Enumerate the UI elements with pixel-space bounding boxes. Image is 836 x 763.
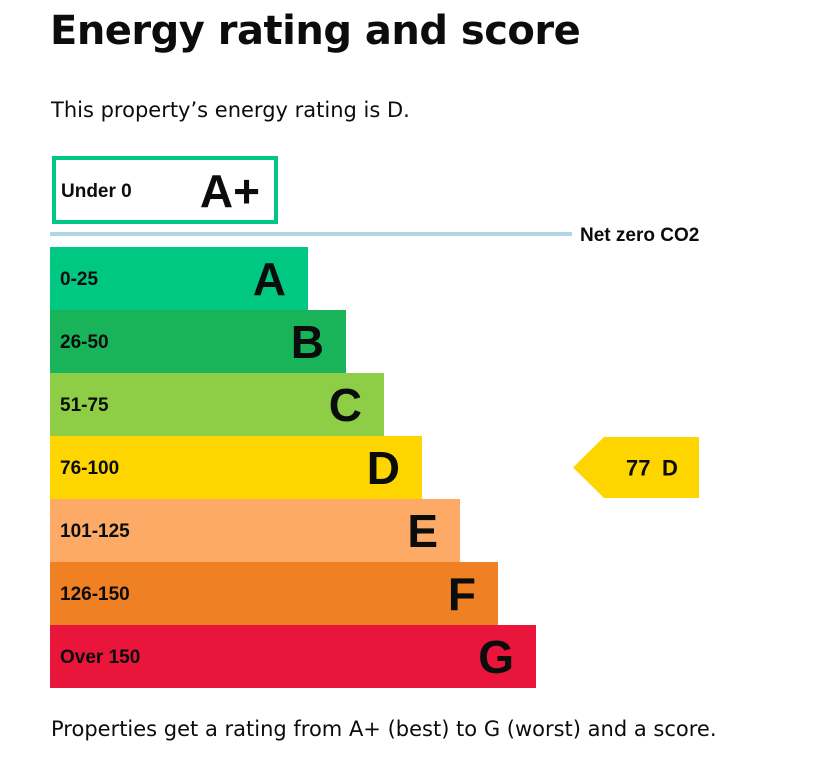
band-f-bar	[50, 562, 498, 625]
band-g-bar	[50, 625, 536, 688]
band-a-range: 0-25	[60, 269, 98, 290]
band-e-bar	[50, 499, 460, 562]
band-g-range: Over 150	[60, 647, 140, 668]
rating-summary-text: This property’s energy rating is D.	[51, 98, 410, 122]
current-rating-marker	[573, 437, 699, 498]
band-f-letter: F	[448, 568, 476, 620]
band-a-bar	[50, 247, 308, 310]
band-b-letter: B	[291, 316, 324, 368]
band-c-letter: C	[329, 379, 362, 431]
band-b-range: 26-50	[60, 332, 109, 353]
band-d-range: 76-100	[60, 458, 119, 479]
band-a-letter: A	[253, 253, 286, 305]
band-c-bar	[50, 373, 384, 436]
rating-explanation-text: Properties get a rating from A+ (best) t…	[51, 717, 717, 741]
band-g-letter: G	[478, 631, 514, 683]
current-score-value: 77	[626, 456, 650, 481]
band-f-range: 126-150	[60, 584, 130, 605]
band-a-plus-outline	[52, 156, 278, 224]
current-rating-letter: D	[662, 456, 678, 481]
band-b-bar	[50, 310, 346, 373]
band-e-letter: E	[407, 505, 438, 557]
net-zero-label: Net zero CO2	[580, 225, 699, 246]
band-d-bar	[50, 436, 422, 499]
band-c-range: 51-75	[60, 395, 109, 416]
band-a-plus-range: Under 0	[61, 181, 132, 202]
band-d-letter: D	[367, 442, 400, 494]
band-e-range: 101-125	[60, 521, 130, 542]
band-a-plus-letter: A+	[200, 165, 260, 217]
page-title: Energy rating and score	[50, 8, 581, 54]
